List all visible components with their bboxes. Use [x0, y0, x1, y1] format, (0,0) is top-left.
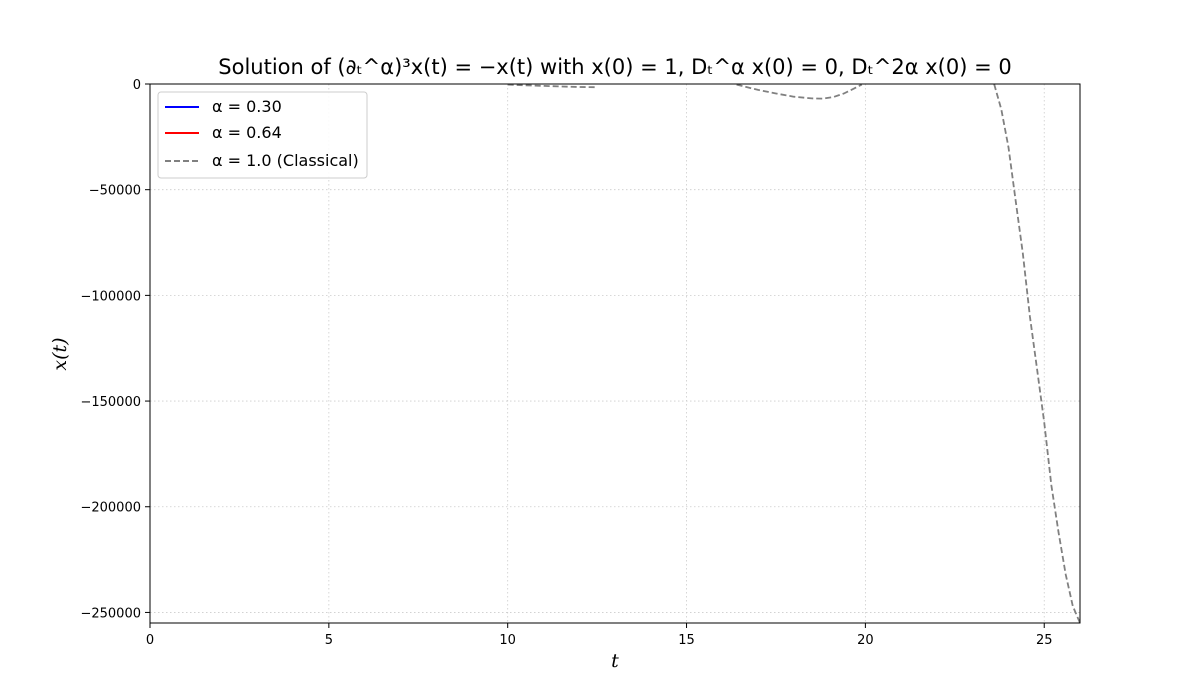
x-tick-label: 10: [499, 633, 516, 648]
x-axis-label: t: [611, 650, 619, 672]
plot-frame: [149, 83, 1081, 624]
y-axis-label: x(t): [49, 337, 71, 370]
legend-label-alpha-1-classical: α = 1.0 (Classical): [212, 151, 359, 170]
y-tick-label: −150000: [80, 395, 141, 410]
legend-label-alpha-064: α = 0.64: [212, 123, 282, 142]
series-line-2: [507, 83, 1081, 624]
y-tick-label: −50000: [89, 184, 141, 199]
x-tick-label: 20: [857, 633, 874, 648]
x-tick-label: 15: [678, 633, 695, 648]
x-tick-label: 25: [1036, 633, 1053, 648]
series-layer: [507, 83, 1081, 624]
y-tick-label: −250000: [80, 606, 141, 621]
y-tick-label: 0: [133, 78, 141, 93]
legend: α = 0.30 α = 0.64 α = 1.0 (Classical): [157, 91, 368, 179]
y-tick-label: −100000: [80, 289, 141, 304]
chart-title: Solution of (∂ₜ^α)³x(t) = −x(t) with x(0…: [218, 55, 1011, 79]
ticks: 0 5 10 15 20 25 0 −50000 −100000 −150000 −200000 −2…: [80, 78, 1052, 648]
legend-box: [157, 91, 368, 179]
y-tick-label: −200000: [80, 501, 141, 516]
x-tick-label: 0: [146, 633, 154, 648]
legend-label-alpha-030: α = 0.30: [212, 97, 282, 116]
x-tick-label: 5: [325, 633, 333, 648]
